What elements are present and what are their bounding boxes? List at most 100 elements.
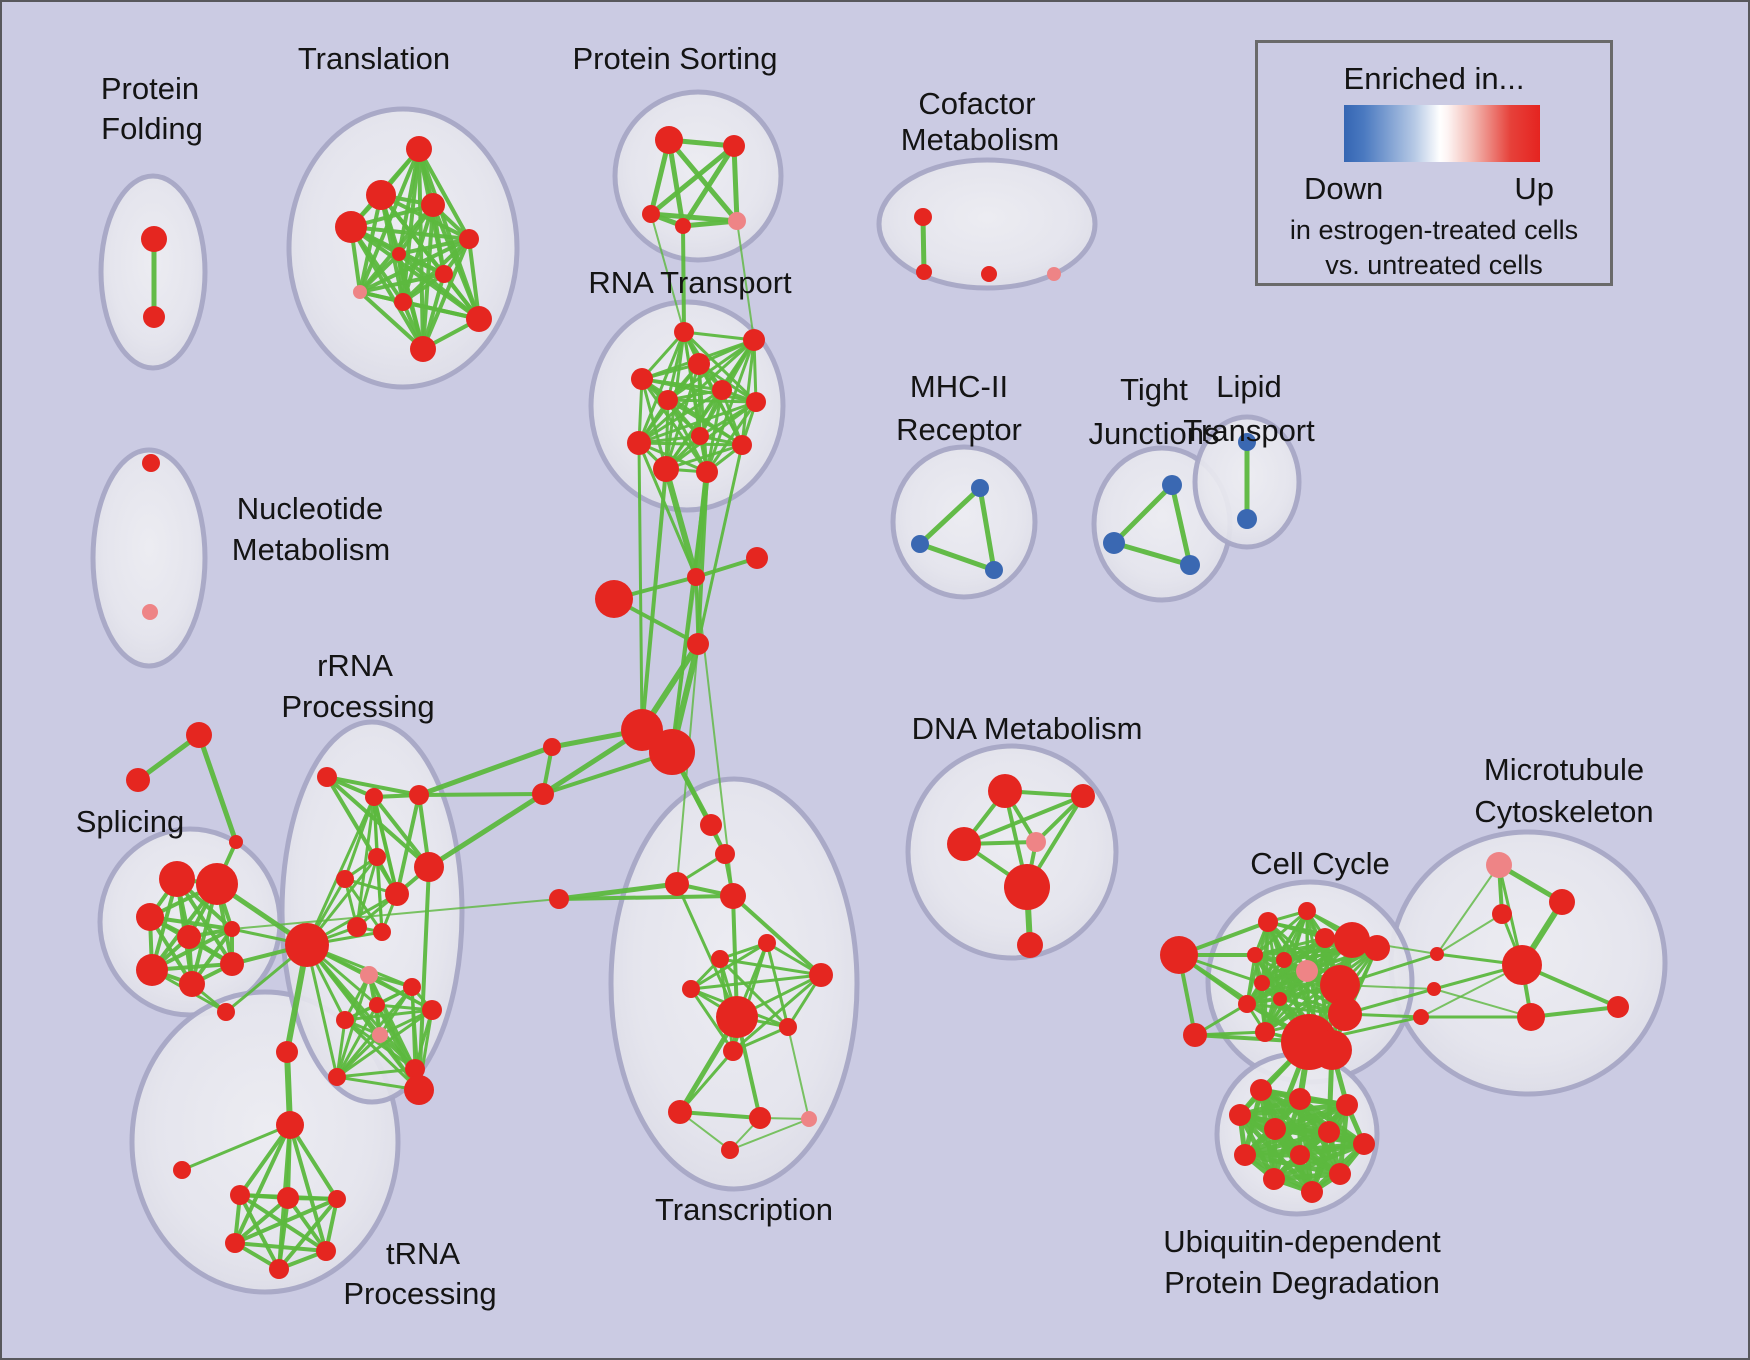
node-T2 [366, 180, 396, 210]
node-T3 [421, 193, 445, 217]
legend-gradient-bar [1344, 105, 1540, 162]
node-CC9 [1276, 952, 1292, 968]
node-N2 [142, 604, 158, 620]
node-PS3 [642, 205, 660, 223]
node-T1 [406, 136, 432, 162]
node-R13 [422, 1000, 442, 1020]
node-TJ3 [1180, 555, 1200, 575]
node-TC10 [723, 1041, 743, 1061]
node-R18 [328, 1068, 346, 1086]
node-CC10 [1296, 960, 1318, 982]
edge-C1-TC4 [695, 576, 734, 897]
node-CC17 [1312, 1030, 1352, 1070]
node-S1 [186, 722, 212, 748]
node-T7 [435, 265, 453, 283]
cluster-mhc_ii_receptor-ellipse [890, 444, 1038, 600]
node-R3 [409, 785, 429, 805]
node-PF2 [143, 306, 165, 328]
node-R14 [336, 1011, 354, 1029]
node-TC14 [721, 1141, 739, 1159]
edge-RT7-RT11 [664, 400, 758, 471]
edge-T8-T11 [358, 290, 425, 351]
node-PF1 [141, 226, 167, 252]
cluster-cofactor_metabolism-label: Metabolism [901, 122, 1060, 157]
edge-TC7-TC8 [689, 973, 823, 991]
edge-RT2-RT5 [666, 338, 756, 402]
node-CC15 [1328, 997, 1362, 1031]
node-U7 [1353, 1133, 1375, 1155]
cluster-ubiquitin_degradation-label: Protein Degradation [1164, 1265, 1440, 1300]
node-RT9 [627, 431, 651, 455]
node-CN2 [1427, 982, 1441, 996]
edge-M1-M2 [917, 485, 983, 547]
node-RT12 [696, 461, 718, 483]
node-TC4 [720, 883, 746, 909]
edge-S1-S3 [196, 732, 239, 845]
cluster-splicing-label: Splicing [76, 804, 185, 839]
edge-CN1-MT1 [1436, 864, 1500, 955]
edge-TC4-TC7 [731, 894, 823, 977]
edge-R16-R18 [335, 1067, 417, 1079]
node-MT2 [1549, 889, 1575, 915]
cluster-labels-layer: Protein Folding Nucleotide Metabolism Transl… [76, 41, 1654, 1311]
edge-RT4-RT7 [640, 377, 758, 404]
node-PS1 [655, 126, 683, 154]
node-U12 [1301, 1181, 1323, 1203]
nodes-layer [126, 126, 1629, 1279]
node-TC2 [715, 844, 735, 864]
node-CM3 [981, 266, 997, 282]
edge-PS2-PS4 [680, 143, 737, 229]
edge-RT9-C1 [637, 441, 698, 579]
node-TR5 [225, 1233, 245, 1253]
node-TC13 [801, 1111, 817, 1127]
edge-PS2-PS5 [731, 143, 740, 224]
cluster-microtubule_cytoskeleton-label: Cytoskeleton [1474, 794, 1653, 829]
node-TC0 [549, 889, 569, 909]
edge-R2-R8 [355, 795, 376, 929]
node-U9 [1290, 1145, 1310, 1165]
node-T6 [392, 247, 406, 261]
node-U4 [1229, 1104, 1251, 1126]
edge-T3-T10 [431, 203, 481, 321]
edge-TR4-TR7 [277, 1197, 339, 1271]
node-R6 [385, 882, 409, 906]
cluster-translation-label: Translation [298, 41, 450, 76]
node-N1 [142, 454, 160, 472]
node-LT2 [1237, 509, 1257, 529]
node-T10 [466, 306, 492, 332]
node-CC2 [1183, 1023, 1207, 1047]
node-M1 [971, 479, 989, 497]
edge-CC4-CC8 [1253, 909, 1309, 957]
cluster-microtubule_cytoskeleton-label: Microtubule [1484, 752, 1644, 787]
cluster-lipid_transport-label: Lipid [1216, 369, 1282, 404]
cluster-rrna_processing-ellipse [279, 719, 465, 1105]
node-TC8 [682, 980, 700, 998]
edge-TJ2-TJ3 [1111, 540, 1193, 568]
node-U8 [1234, 1144, 1256, 1166]
edge-R15-R18 [335, 1033, 382, 1079]
node-D3 [947, 827, 981, 861]
node-RT1 [674, 322, 694, 342]
edge-T5-T10 [467, 237, 481, 321]
node-R11 [403, 978, 421, 996]
node-TC3 [665, 872, 689, 896]
cluster-mhc_ii_receptor-label: MHC-II [910, 369, 1008, 404]
edge-TR2-TRH [238, 1123, 292, 1197]
edge-RT5-RT7 [666, 398, 758, 404]
legend-up-label: Up [1514, 171, 1554, 206]
cluster-transcription-label: Transcription [655, 1192, 833, 1227]
cluster-rrna_processing-label: Processing [281, 689, 434, 724]
node-CC5 [1315, 928, 1335, 948]
edge-TC0-TC4 [557, 894, 735, 901]
node-MT6 [1607, 996, 1629, 1018]
edge-RT1-RT7 [682, 330, 758, 404]
node-SP9 [217, 1003, 235, 1021]
edge-PS2-PS3 [648, 143, 737, 217]
edge-CN2-MT5 [1433, 988, 1532, 1018]
edge-PS4-RT1 [681, 224, 686, 334]
edge-RT11-Hub1 [640, 467, 668, 732]
edge-MT5-MT6 [1529, 1005, 1620, 1019]
node-R8 [347, 917, 367, 937]
